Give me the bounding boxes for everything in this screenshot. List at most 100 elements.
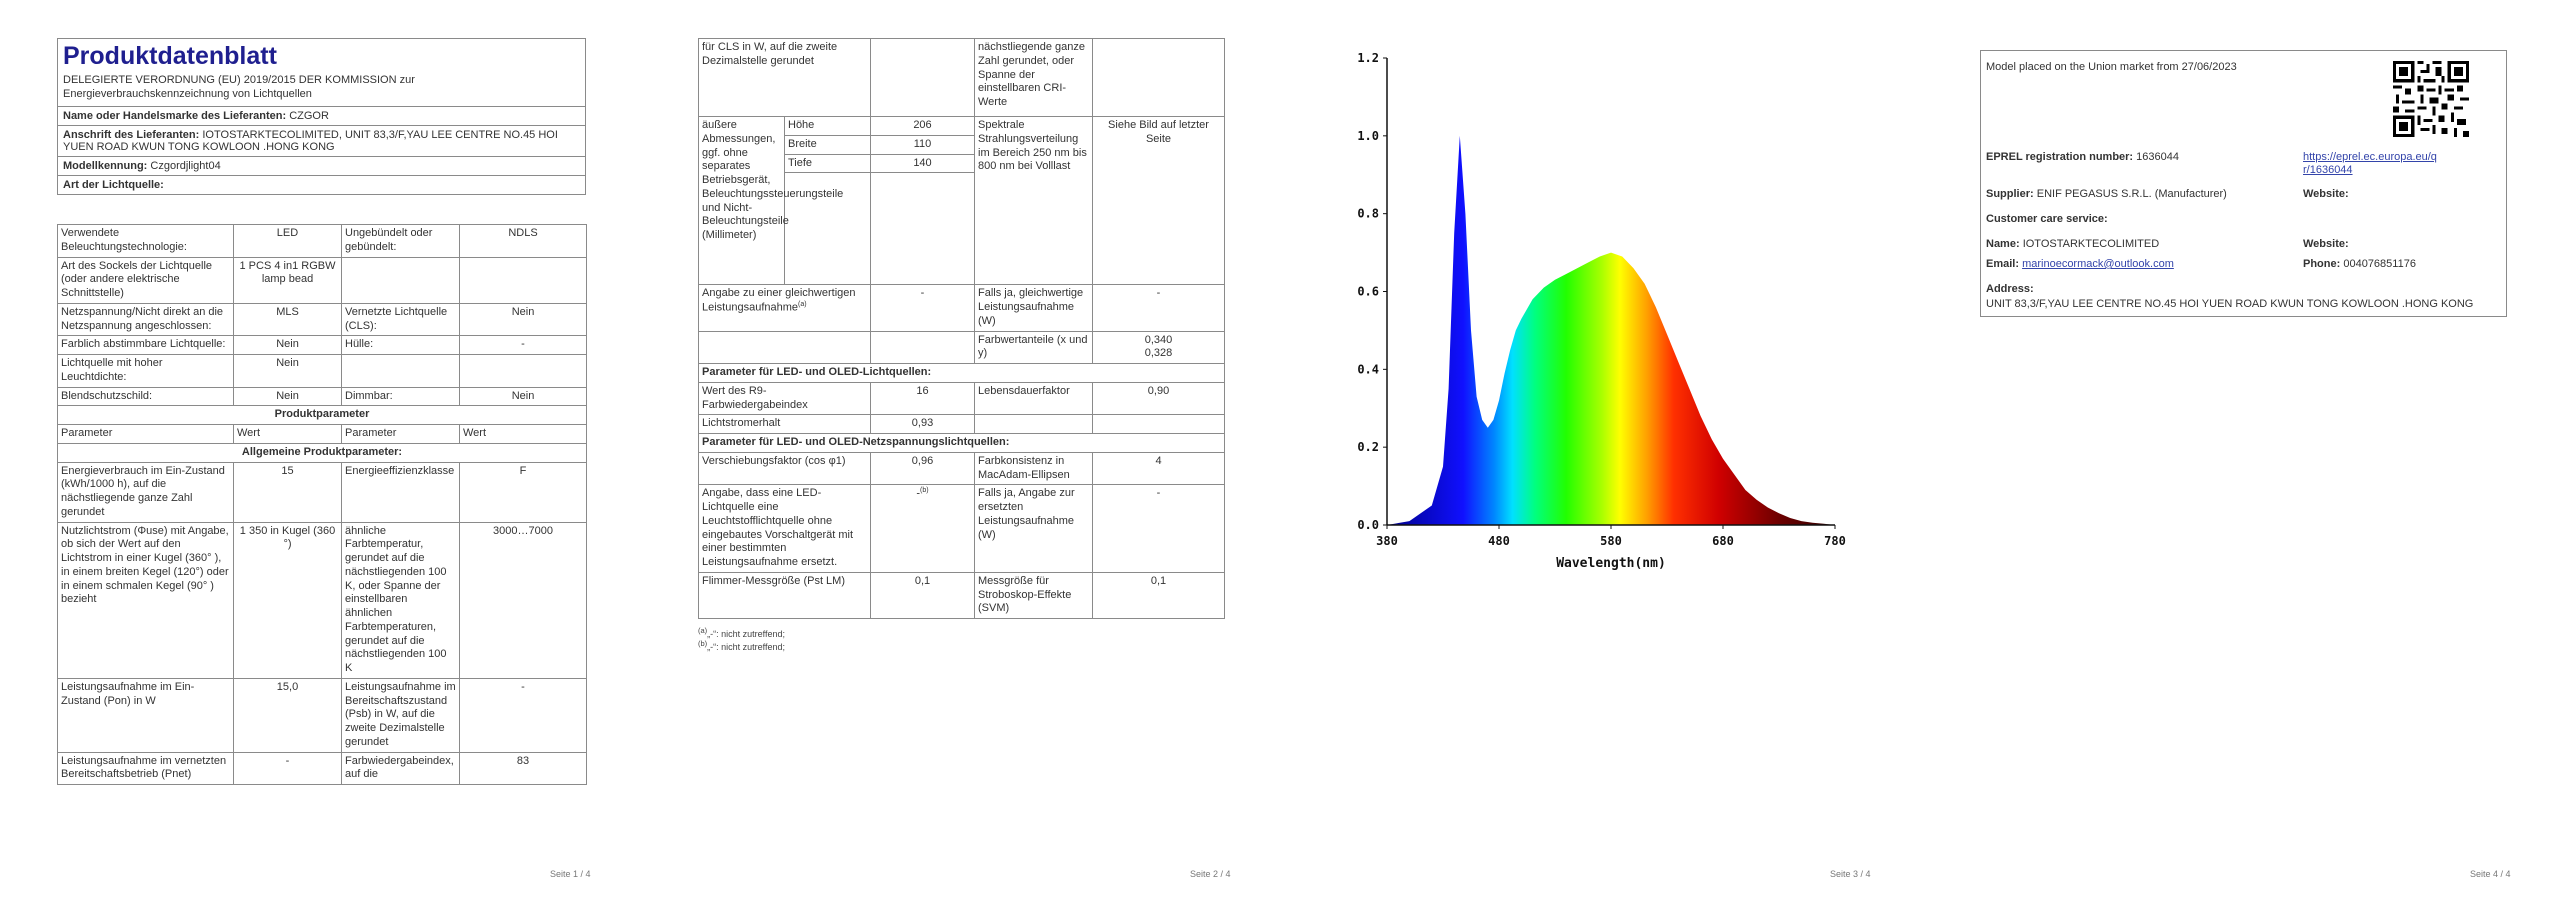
table-cell: Art des Sockels der Lichtquelle (oder an… [57,256,234,304]
table-cell: - [1092,284,1225,332]
care-website-label: Website: [2303,238,2349,250]
table-cell: Nein [233,335,342,355]
registration-number: 1636044 [2136,151,2179,163]
table-cell [341,256,460,304]
table-cell [870,172,975,286]
care-email-link[interactable]: marinoecormack@outlook.com [2022,258,2174,270]
care-name-label: Name: [1986,238,2020,250]
table-cell: Nein [459,302,587,337]
section-heading: Parameter für LED- und OLED-Lichtquellen… [698,363,1225,383]
table-cell: 16 [870,381,975,416]
model-value: Czgordjlight04 [150,159,221,172]
table-cell: Angabe, dass eine LED-Lichtquelle eine L… [698,484,871,573]
table-row: Verschiebungsfaktor (cos φ1) 0,96 Farbko… [698,451,1225,486]
table-cell: Blendschutzschild: [57,386,234,407]
table-cell: 0,1 [870,571,975,620]
fluorescent-value: - [916,487,921,500]
table-cell [870,330,975,364]
table-cell: Leistungsaufnahme im Ein-Zustand (Pon) i… [57,677,234,753]
table-cell [1092,414,1225,434]
table-cell: für CLS in W, auf die zweite Dezimalstel… [698,38,871,117]
y-tick-label: 0.6 [1357,285,1379,299]
table-cell: Falls ja, Angabe zur ersetzten Leistungs… [974,484,1093,573]
care-email-row: Email: marinoecormack@outlook.com [1986,258,2174,270]
table-cell: Vernetzte Lichtquelle (CLS): [341,302,460,337]
table-cell: -(b) [870,484,975,573]
table-row: Netzspannung/Nicht direkt an die Netzspa… [57,302,587,337]
y-tick-label: 0.4 [1357,362,1379,376]
table-cell: 1 350 in Kugel (360 °) [233,521,342,679]
table-cell [341,354,460,388]
table-row: Tiefe 140 [699,153,1225,174]
table-cell [459,256,587,304]
table-cell: Flimmer-Messgröße (Pst LM) [698,571,871,620]
supplier-label: Supplier: [1986,188,2034,200]
table-cell: LED [233,224,342,258]
table-row: Parameter für LED- und OLED-Lichtquellen… [698,363,1225,383]
section-heading: Produktparameter [57,405,587,425]
section-heading: Allgemeine Produktparameter: [57,442,587,463]
table-cell: Lebensdauerfaktor [974,381,1093,416]
table-cell: 0,96 [870,451,975,486]
page-3: 0.0 0.2 0.4 0.6 0.8 1.0 1.2 380 480 580 680 780 Wav… [1280,0,1920,905]
regulation-subtitle: DELEGIERTE VERORDNUNG (EU) 2019/2015 DER… [63,74,415,101]
table-row: Nutzlichtstrom (Φuse) mit Angabe, ob sic… [57,521,587,679]
x-tick-label: 680 [1712,534,1734,548]
x-tick-label: 780 [1824,534,1846,548]
y-tick-label: 0.8 [1357,207,1379,221]
table-cell: - [1092,484,1225,573]
parameters-table-continued: für CLS in W, auf die zweite Dezimalstel… [698,38,1225,620]
table-cell: Messgröße für Stroboskop-Effekte (SVM) [974,571,1093,620]
table-row: Farblich abstimmbare Lichtquelle: Nein H… [57,335,587,355]
page-title: Produktdatenblatt [63,42,277,70]
table-cell: ähnliche Farbtemperatur, gerundet auf di… [341,521,460,679]
table-cell: Ungebündelt oder gebündelt: [341,224,460,258]
table-cell: - [459,335,587,355]
table-row: Verwendete Beleuchtungstechnologie: LED … [57,224,587,258]
table-cell: Wert des R9-Farbwiedergabeindex [698,381,871,416]
page-number: Seite 1 / 4 [550,869,591,879]
table-row: Flimmer-Messgröße (Pst LM) 0,1 Messgröße… [698,571,1225,620]
care-name-row: Name: IOTOSTARKTECOLIMITED [1986,238,2159,250]
table-row [699,172,1225,286]
table-cell: äußere Abmessungen, ggf. ohne separates … [698,115,843,286]
table-cell: - [870,284,975,332]
page-2: für CLS in W, auf die zweite Dezimalstel… [640,0,1280,905]
qr-code-icon[interactable] [2393,61,2469,137]
supplier-name-row: Name oder Handelsmarke des Lieferanten: … [58,107,585,126]
care-address-label: Address: [1986,283,2034,295]
table-cell: nächstliegende ganze Zahl gerundet, oder… [974,38,1093,117]
table-row: Blendschutzschild: Nein Dimmbar: Nein [57,386,587,407]
column-header: Wert [233,424,342,444]
column-header: Parameter [341,424,460,444]
market-date: Model placed on the Union market from 27… [1986,61,2237,73]
y-tick-label: 0.2 [1357,440,1379,454]
supplier-value: ENIF PEGASUS S.R.L. (Manufacturer) [2036,188,2227,200]
table-cell: Siehe Bild auf letzter Seite [1092,115,1225,286]
light-source-type-label: Art der Lichtquelle: [63,178,164,191]
table-cell [974,414,1093,434]
dimension-label: Tiefe [784,153,871,174]
table-cell: Falls ja, gleichwertige Leistungsaufnahm… [974,284,1093,332]
table-cell: 0,340 0,328 [1092,330,1225,364]
registration-label: EPREL registration number: [1986,151,2134,163]
page-number: Seite 4 / 4 [2470,869,2511,879]
datasheet-header: Produktdatenblatt DELEGIERTE VERORDNUNG … [57,38,586,195]
table-header-row: Parameter Wert Parameter Wert [57,424,587,444]
eprel-link[interactable]: https://eprel.ec.europa.eu/qr/1636044 [2303,151,2437,177]
table-cell [698,330,871,364]
table-cell: Verwendete Beleuchtungstechnologie: [57,224,234,258]
dimension-label: Breite [784,134,871,155]
table-cell: Dimmbar: [341,386,460,407]
table-row: Breite 110 [699,134,1225,155]
table-cell: Lichtstromerhalt [698,414,871,434]
chroma-x-value: 0,340 [1144,333,1173,346]
table-cell: Energieeffizienzklasse [341,461,460,523]
dimension-label: Höhe [784,116,871,136]
table-cell: Leistungsaufnahme im Bereitschaftszustan… [341,677,460,753]
dimension-value: 110 [870,134,975,155]
chart-axes: 0.0 0.2 0.4 0.6 0.8 1.0 1.2 380 480 580 680 780 [1357,51,1846,548]
table-row: Leistungsaufnahme im vernetzten Bereitsc… [57,751,587,785]
table-row: Energieverbrauch im Ein-Zustand (kWh/100… [57,461,587,523]
table-row: Lichtquelle mit hoher Leuchtdichte: Nein [57,354,587,388]
